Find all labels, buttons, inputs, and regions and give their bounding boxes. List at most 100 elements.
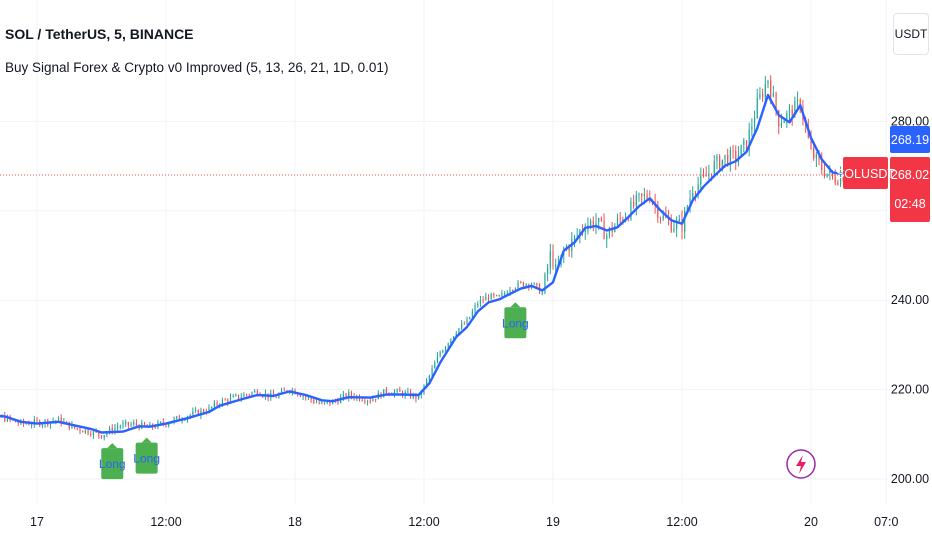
candle-body: [751, 126, 753, 130]
candle-body: [57, 417, 60, 421]
lightning-icon[interactable]: [786, 449, 816, 479]
candle-body: [735, 150, 737, 162]
candle-body: [342, 394, 344, 398]
candle: [702, 168, 705, 178]
candle: [141, 419, 143, 430]
candle: [619, 211, 621, 225]
candle-body: [211, 406, 213, 408]
long-signal-arrow: [510, 302, 521, 308]
candle-body: [372, 398, 374, 402]
candle-body: [743, 140, 745, 145]
candle-body: [794, 100, 796, 118]
candle-body: [837, 182, 839, 185]
currency-button[interactable]: USDT: [893, 13, 929, 55]
candle-body: [130, 424, 132, 426]
candle-body: [829, 170, 831, 174]
candle: [826, 173, 828, 178]
candle-body: [200, 410, 202, 416]
x-tick-label: 19: [546, 515, 560, 529]
candle-body: [41, 423, 43, 426]
candle-body: [657, 204, 659, 218]
x-tick-label: 20: [804, 515, 818, 529]
candle-body: [418, 394, 420, 399]
candle: [60, 414, 62, 427]
candle-body: [509, 290, 511, 294]
candle: [482, 296, 484, 304]
symbol-badge-text: SOLUSDT: [836, 167, 895, 181]
candle-body: [133, 422, 135, 425]
candle-body: [248, 394, 250, 396]
candle-body: [237, 394, 240, 399]
candle-body: [119, 426, 121, 428]
long-signal: Long: [502, 302, 529, 339]
long-signal-box: [504, 307, 527, 339]
candle-body: [216, 402, 218, 406]
candle: [477, 301, 479, 308]
long-signal-box: [101, 448, 124, 480]
candle: [246, 393, 248, 397]
candle-body: [383, 389, 385, 398]
candle: [676, 216, 678, 238]
candle: [839, 166, 842, 188]
candle-body: [646, 194, 648, 199]
candle-body: [221, 399, 224, 405]
candle: [348, 389, 350, 402]
candle-body: [700, 175, 702, 185]
candle: [522, 281, 525, 288]
candle: [616, 213, 619, 228]
candle: [76, 427, 78, 431]
candle-body: [254, 391, 256, 393]
candle: [444, 345, 447, 352]
candle-body: [606, 235, 608, 240]
candle: [762, 88, 764, 103]
candle: [705, 166, 707, 177]
candle-body: [831, 170, 834, 178]
candle: [479, 295, 482, 307]
candle-body: [463, 323, 465, 325]
candle-body: [541, 292, 543, 294]
candle-body: [60, 417, 62, 424]
candle: [552, 244, 554, 270]
ma-value-text: 268.19: [891, 133, 929, 147]
candle: [504, 291, 506, 297]
x-axis[interactable]: 17 12:00 18 12:00 19 12:00 20 07:0: [30, 515, 898, 529]
candle: [748, 122, 750, 157]
candle-body: [431, 368, 433, 376]
price-value-badge: [890, 157, 930, 222]
y-axis[interactable]: 200.00 220.00 240.00 280.00: [891, 114, 929, 486]
candle-body: [25, 423, 27, 425]
candle: [65, 420, 68, 423]
candle-body: [149, 423, 151, 427]
candle-body: [323, 402, 326, 404]
candle-body: [348, 392, 350, 399]
candle-body: [619, 218, 621, 220]
indicator-title[interactable]: Buy Signal Forex & Crypto v0 Improved (5…: [5, 60, 389, 75]
candle: [815, 152, 817, 168]
candle-body: [452, 336, 455, 339]
candle-body: [576, 235, 578, 237]
candle-body: [799, 99, 801, 109]
candle-body: [786, 112, 788, 121]
candle-body: [447, 343, 449, 347]
long-signal-label: Long: [99, 457, 126, 471]
candle-body: [326, 401, 328, 403]
candle: [399, 386, 401, 392]
candle-body: [302, 396, 304, 398]
candle-body: [705, 175, 707, 177]
candle-body: [525, 284, 527, 287]
candle: [90, 430, 92, 437]
candle: [133, 419, 135, 427]
y-tick-label: 240.00: [891, 293, 929, 307]
candle-body: [224, 399, 226, 401]
candle: [732, 145, 734, 159]
candle-body: [194, 410, 197, 412]
candle-body: [90, 433, 92, 436]
candle: [122, 419, 124, 429]
candle-body: [227, 399, 229, 403]
candle-body: [608, 227, 611, 236]
symbol-title[interactable]: SOL / TetherUS, 5, BINANCE: [5, 26, 194, 42]
candle-body: [616, 218, 619, 226]
candle-body: [305, 396, 307, 398]
candle-body: [778, 110, 780, 127]
